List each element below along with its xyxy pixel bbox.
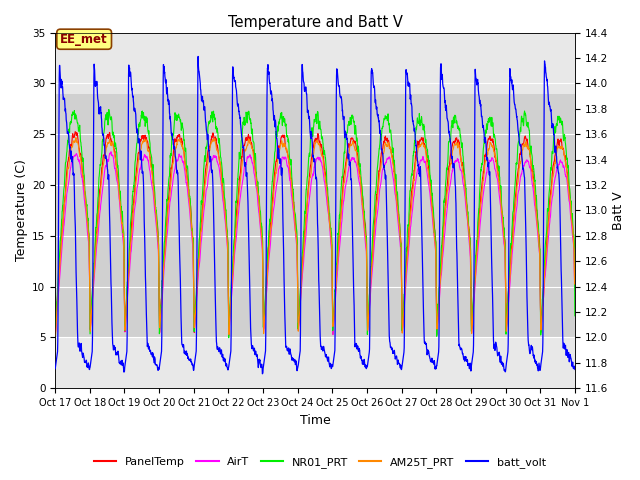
Legend: PanelTemp, AirT, NR01_PRT, AM25T_PRT, batt_volt: PanelTemp, AirT, NR01_PRT, AM25T_PRT, ba…	[90, 452, 550, 472]
Y-axis label: Temperature (C): Temperature (C)	[15, 159, 28, 262]
Text: EE_met: EE_met	[60, 33, 108, 46]
Bar	[55, 94, 575, 337]
Y-axis label: Batt V: Batt V	[612, 191, 625, 230]
X-axis label: Time: Time	[300, 414, 330, 427]
Title: Temperature and Batt V: Temperature and Batt V	[228, 15, 403, 30]
